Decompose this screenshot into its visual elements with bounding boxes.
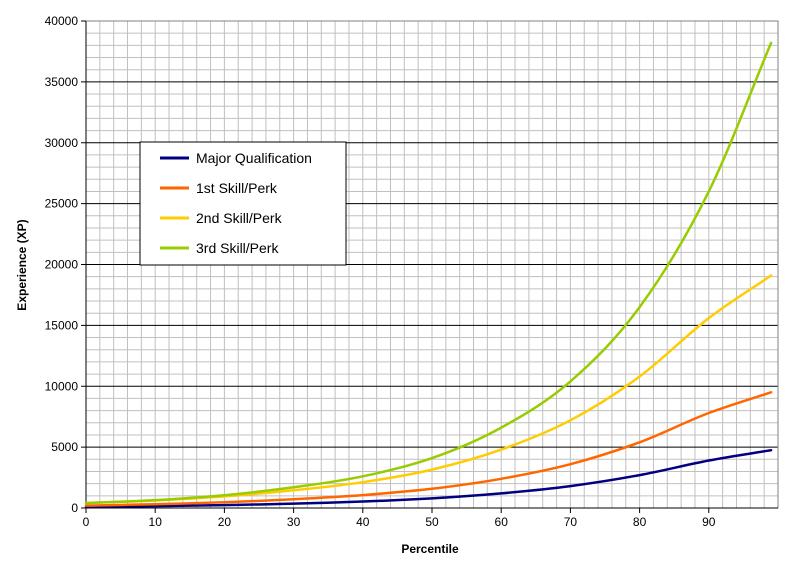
series-line-4 [84,41,773,505]
y-tick-label: 40000 [45,14,79,28]
y-tick-label: 25000 [45,197,79,211]
x-tick-label: 0 [83,515,90,529]
x-tick-label: 10 [149,515,163,529]
y-tick-label: 0 [71,501,78,515]
x-tick-label: 60 [495,515,509,529]
series-line-1 [84,448,773,509]
x-axis-title: Percentile [401,542,459,556]
series-lines [84,41,773,509]
y-tick-label: 30000 [45,136,79,150]
x-tick-label: 50 [425,515,439,529]
y-tick-label: 5000 [51,440,78,454]
legend-label: 3rd Skill/Perk [196,240,279,256]
x-tick-label: 20 [218,515,232,529]
x-axis-ticks: 0 10 20 30 40 50 60 70 80 90 [83,507,778,529]
y-tick-label: 20000 [45,258,79,272]
y-tick-label: 15000 [45,318,79,332]
x-tick-label: 70 [564,515,578,529]
y-tick-label: 10000 [45,379,79,393]
legend-label: Major Qualification [196,150,312,166]
y-tick-label: 35000 [45,75,79,89]
x-tick-label: 90 [702,515,716,529]
legend-label: 2nd Skill/Perk [196,210,283,226]
legend-label: 1st Skill/Perk [196,180,278,196]
y-axis-title: Experience (XP) [15,219,29,310]
y-axis-ticks: 0 5000 10000 15000 20000 25000 30000 35000 40000 [45,14,87,515]
legend: Major Qualification 1st Skill/Perk 2nd Ski… [139,141,347,266]
legend-box [139,141,347,266]
series-line-2 [84,391,773,507]
x-tick-label: 30 [287,515,301,529]
x-tick-label: 80 [633,515,647,529]
x-tick-label: 40 [356,515,370,529]
